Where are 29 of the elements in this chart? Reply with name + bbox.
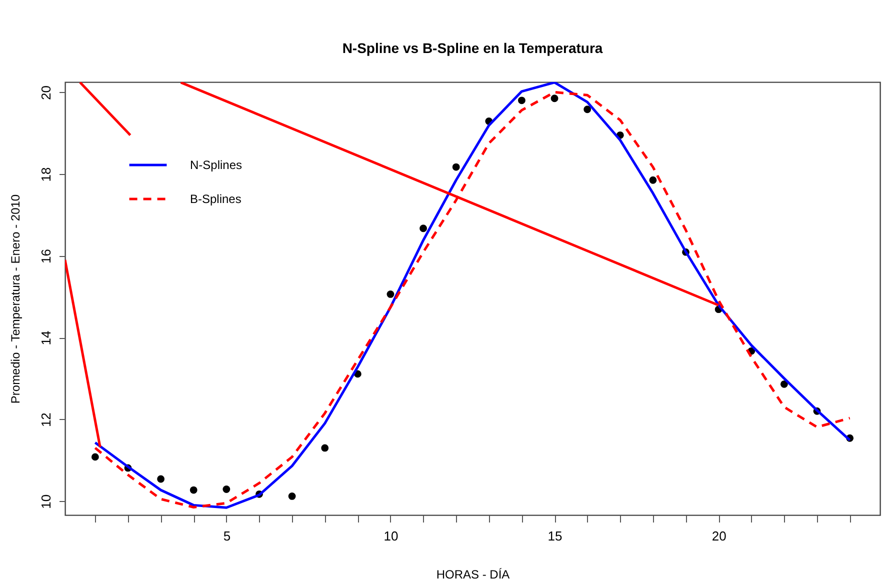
x-tick-label: 5 xyxy=(223,528,231,544)
point xyxy=(386,290,394,298)
legend-label: N-Splines xyxy=(190,158,242,172)
x-tick-label: 10 xyxy=(384,528,398,544)
y-tick-label: 14 xyxy=(38,330,54,346)
point xyxy=(157,475,165,483)
point xyxy=(321,444,329,452)
point xyxy=(518,96,526,104)
point xyxy=(649,176,657,184)
y-tick-label: 18 xyxy=(38,167,54,182)
y-axis-title: Promedio - Temperatura - Enero - 2010 xyxy=(8,194,22,404)
point xyxy=(452,163,460,171)
point xyxy=(420,224,427,232)
point xyxy=(288,492,296,500)
x-axis-title: HORAS - DÍA xyxy=(436,568,510,582)
chart-title: N-Spline vs B-Spline en la Temperatura xyxy=(342,40,603,56)
y-tick-label: 16 xyxy=(38,249,54,264)
x-tick-label: 15 xyxy=(548,528,562,544)
point xyxy=(550,94,558,102)
point xyxy=(190,486,198,494)
x-tick-label: 20 xyxy=(712,528,726,544)
point xyxy=(584,106,592,114)
y-tick-label: 10 xyxy=(38,494,54,509)
point xyxy=(222,486,230,493)
point xyxy=(780,380,788,388)
point xyxy=(91,453,99,461)
y-tick-label: 20 xyxy=(38,85,54,100)
y-tick-label: 12 xyxy=(38,412,54,428)
legend-label: B-Splines xyxy=(190,192,242,206)
